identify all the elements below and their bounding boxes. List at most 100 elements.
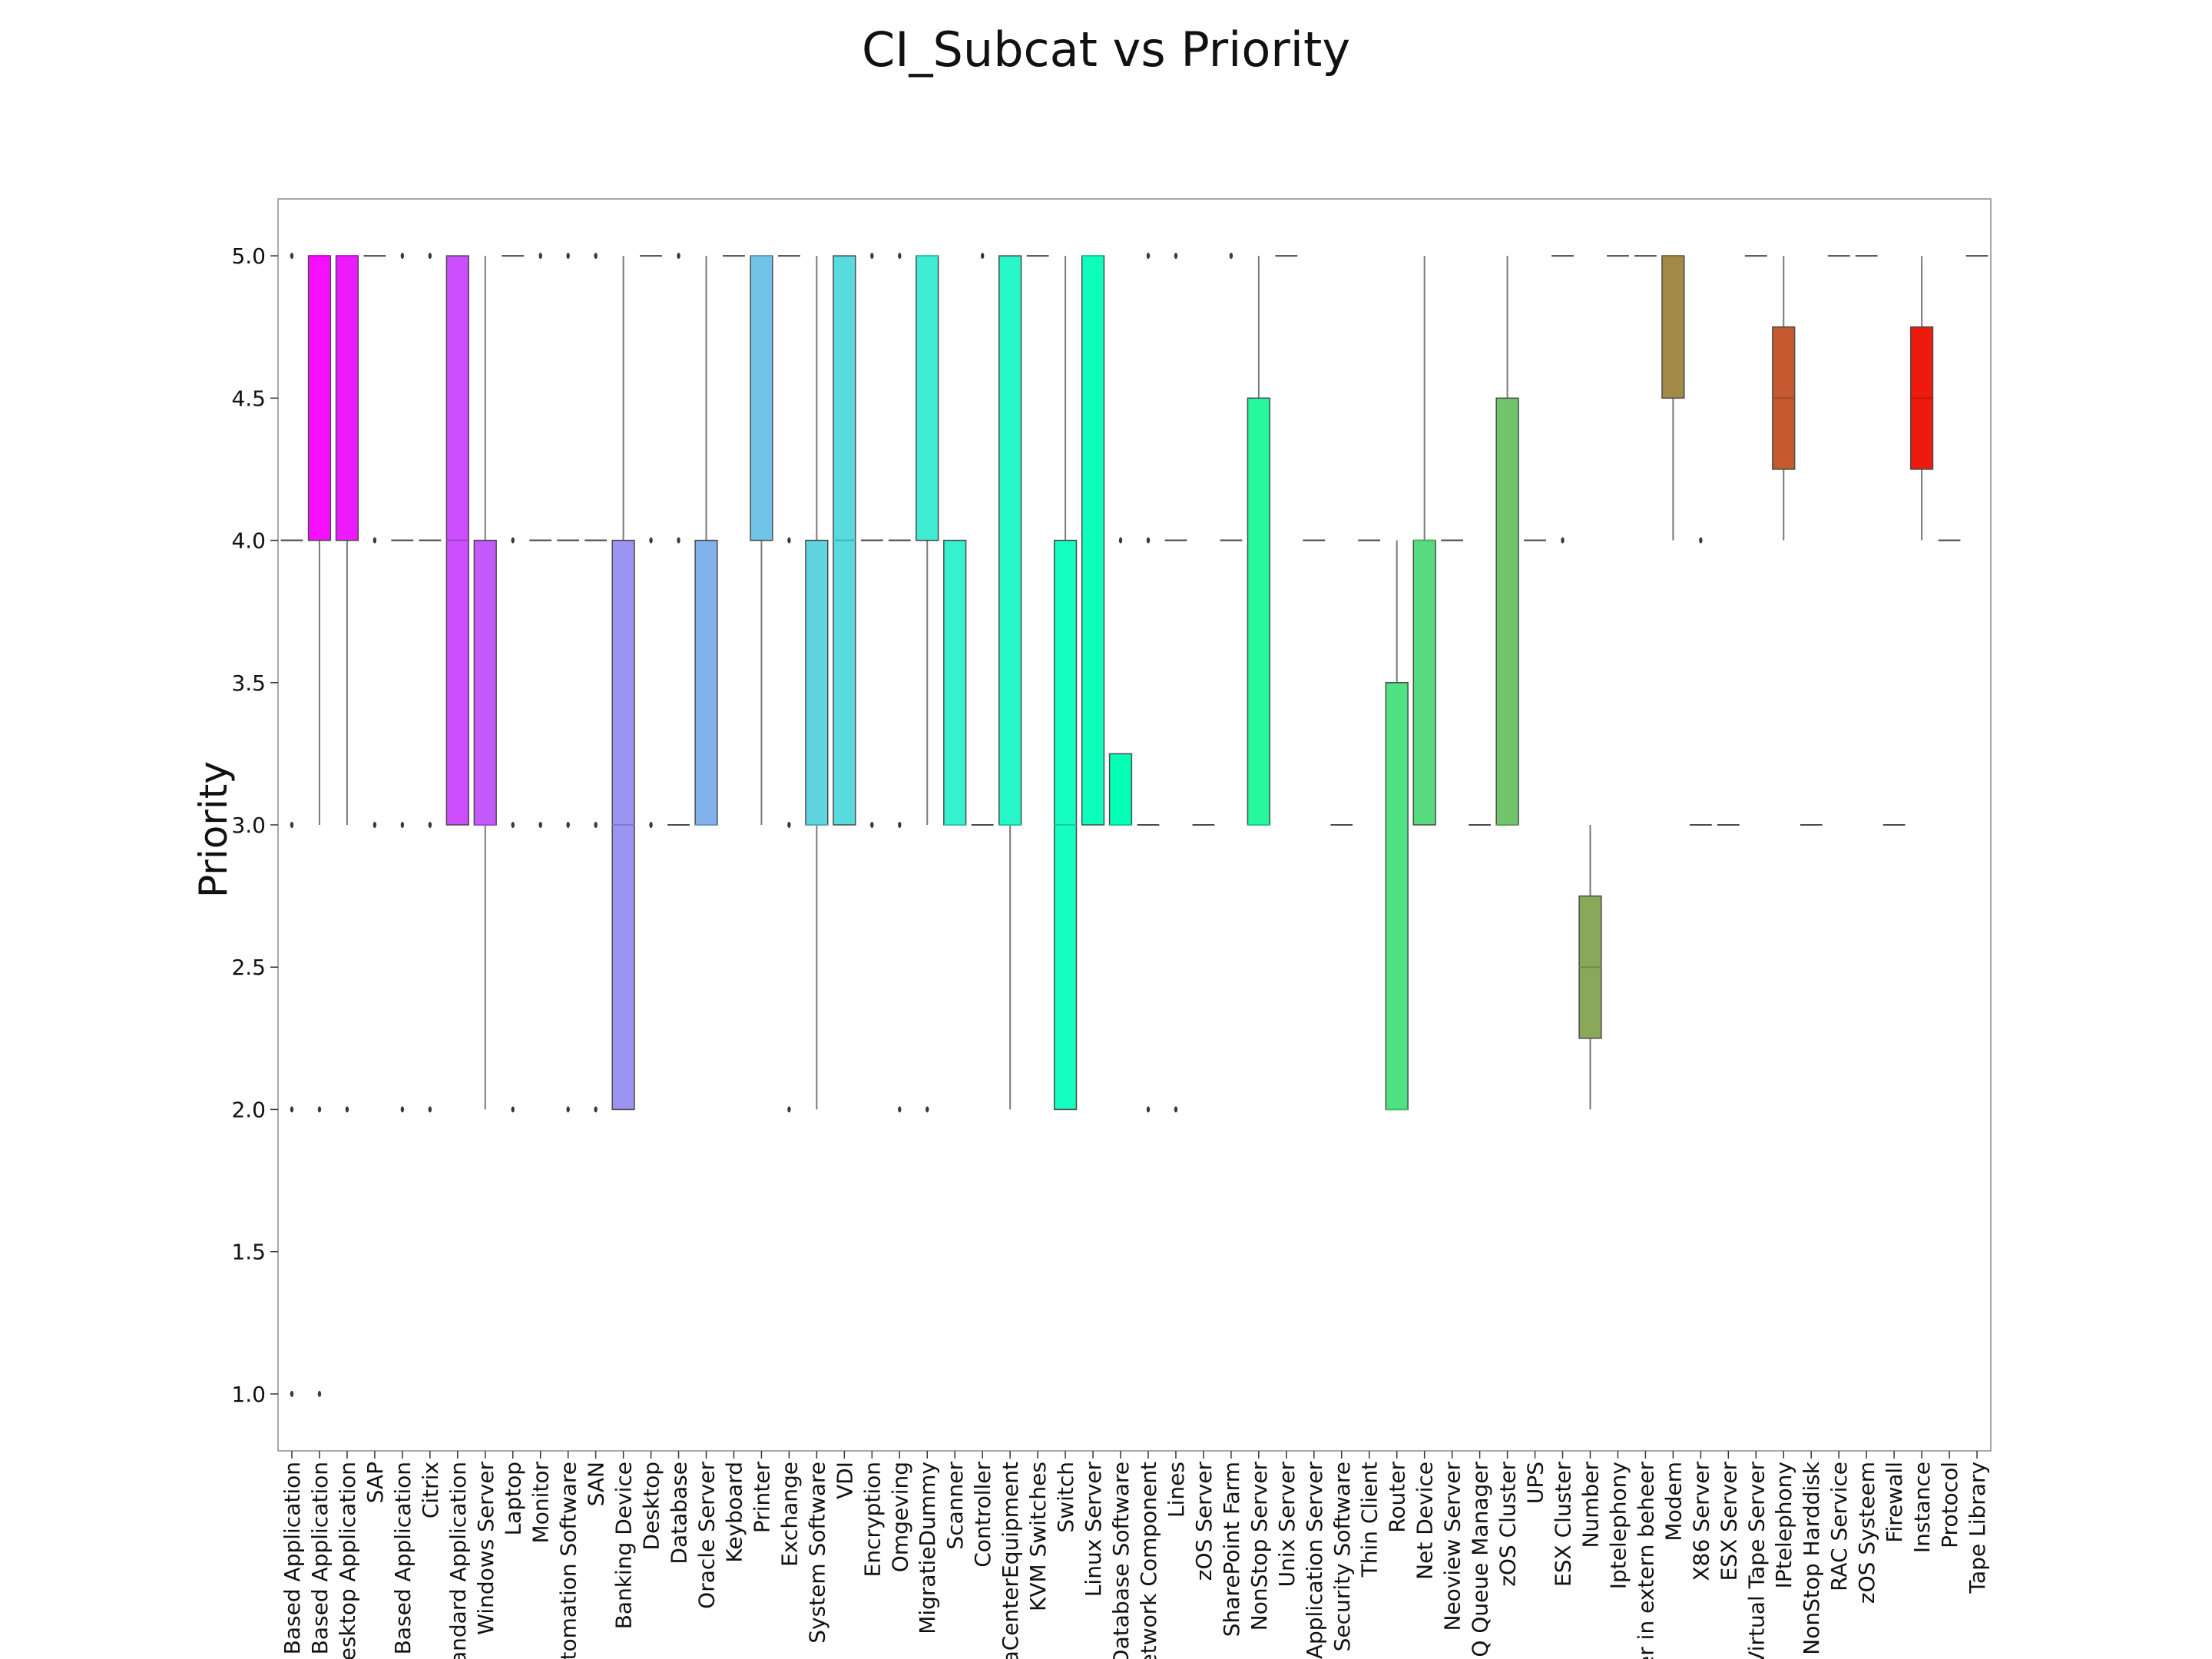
x-tick-label: VDI — [832, 1462, 857, 1499]
x-tick-label: SharePoint Farm — [1219, 1462, 1244, 1637]
x-tick-label: Web Based Application — [280, 1462, 305, 1659]
outlier-point — [926, 1106, 929, 1113]
outlier-point — [400, 1106, 405, 1113]
outlier-point — [898, 822, 902, 828]
y-tick-label: 4.5 — [231, 386, 266, 411]
y-tick-label: 2.5 — [231, 955, 266, 980]
outlier-point — [428, 822, 432, 828]
x-tick-label: Desktop Application — [335, 1462, 360, 1659]
box — [1385, 682, 1409, 1111]
x-tick-label: Monitor — [528, 1462, 554, 1544]
x-tick-label: Network Component — [1136, 1462, 1161, 1659]
box — [943, 539, 967, 826]
outlier-point — [373, 537, 377, 544]
y-tick-label: 5.0 — [231, 243, 266, 269]
outlier-point — [1174, 253, 1178, 260]
outlier-point — [538, 253, 542, 260]
x-tick-label: ESX Server — [1716, 1462, 1741, 1581]
outlier-point — [649, 537, 653, 544]
outlier-point — [787, 822, 791, 828]
x-tick-label: Controller — [970, 1462, 995, 1568]
outlier-point — [538, 822, 542, 828]
x-tick-label: KVM Switches — [1025, 1462, 1051, 1611]
box — [750, 255, 773, 541]
x-tick-label: Tape Library — [1965, 1462, 1990, 1594]
x-tick-label: Standard Application — [445, 1462, 471, 1659]
x-tick-label: NonStop Server — [1247, 1462, 1272, 1631]
x-tick-label: Linux Server — [1081, 1462, 1106, 1598]
outlier-point — [870, 822, 874, 828]
x-tick-label: Desktop — [639, 1462, 664, 1550]
outlier-point — [400, 253, 405, 260]
x-tick-label: Switch — [1053, 1462, 1078, 1533]
outlier-point — [317, 1390, 322, 1397]
outlier-point — [566, 1106, 570, 1113]
x-tick-label: MigratieDummy — [915, 1462, 940, 1634]
chart-title: CI_Subcat vs Priority — [861, 22, 1351, 78]
box — [916, 255, 939, 541]
box — [1412, 539, 1436, 826]
x-tick-label: Citrix — [418, 1462, 443, 1518]
y-tick-label: 4.0 — [231, 528, 266, 554]
x-tick-label: Net Device — [1412, 1462, 1438, 1580]
outlier-point — [1146, 537, 1151, 544]
x-tick-label: Unix Server — [1274, 1462, 1300, 1588]
outlier-point — [787, 537, 791, 544]
x-tick-label: Oracle Server — [694, 1462, 720, 1609]
y-tick-label: 1.5 — [231, 1240, 266, 1265]
outlier-point — [677, 537, 680, 544]
outlier-point — [345, 1106, 349, 1113]
x-tick-label: RAC Service — [1826, 1462, 1852, 1591]
x-tick-label: zOS Server — [1191, 1462, 1217, 1581]
x-tick-label: Windows Server — [473, 1462, 498, 1635]
outlier-point — [1174, 1106, 1178, 1113]
outlier-point — [1146, 1106, 1151, 1113]
outlier-point — [677, 253, 680, 260]
x-tick-label: Printer — [749, 1462, 774, 1534]
outlier-point — [1146, 253, 1151, 260]
box — [1247, 397, 1270, 826]
x-tick-label: UPS — [1523, 1462, 1548, 1504]
y-tick-label: 3.5 — [231, 671, 266, 696]
x-tick-label: X86 Server — [1688, 1462, 1714, 1581]
outlier-point — [898, 1106, 902, 1113]
outlier-point — [400, 822, 405, 828]
x-tick-label: Firewall — [1882, 1462, 1907, 1543]
box — [998, 255, 1022, 826]
x-tick-label: Security Software — [1330, 1462, 1355, 1651]
outlier-point — [1699, 537, 1703, 544]
x-tick-label: Router — [1385, 1462, 1410, 1533]
outlier-point — [1229, 253, 1233, 260]
y-tick-label: 2.0 — [231, 1097, 266, 1122]
outlier-point — [290, 822, 294, 828]
outlier-point — [428, 253, 432, 260]
outlier-point — [980, 253, 985, 260]
x-tick-label: Database Software — [1108, 1462, 1134, 1659]
outlier-point — [373, 822, 377, 828]
outlier-point — [428, 1106, 432, 1113]
x-tick-label: Protocol — [1937, 1462, 1962, 1548]
x-tick-label: DataCenterEquipment — [998, 1462, 1023, 1659]
x-tick-label: zOS Systeem — [1854, 1462, 1879, 1604]
x-tick-label: IPtelephony — [1771, 1462, 1796, 1588]
outlier-point — [1561, 537, 1565, 544]
outlier-point — [566, 822, 570, 828]
x-tick-label: Keyboard — [721, 1462, 747, 1563]
x-tick-label: Automation Software — [556, 1462, 581, 1659]
x-tick-label: Instance — [1909, 1462, 1935, 1553]
outlier-point — [511, 537, 515, 544]
box — [335, 255, 359, 541]
outlier-point — [870, 253, 874, 260]
x-tick-label: Lines — [1164, 1462, 1189, 1518]
x-tick-label: Thin Client — [1357, 1462, 1382, 1578]
outlier-point — [594, 253, 598, 260]
outlier-point — [594, 822, 598, 828]
x-tick-label: zOS Cluster — [1495, 1462, 1521, 1587]
x-tick-label: Web Based Application — [307, 1462, 333, 1659]
box — [1661, 255, 1685, 399]
outlier-point — [511, 1106, 515, 1113]
plot-area: 1.0 1.5 2.0 2.5 3.0 3.5 4.0 4.5 5.0 Web Based App… — [231, 198, 1992, 1659]
box — [473, 539, 497, 826]
x-tick-label: Virtual Tape Server — [1743, 1462, 1769, 1659]
